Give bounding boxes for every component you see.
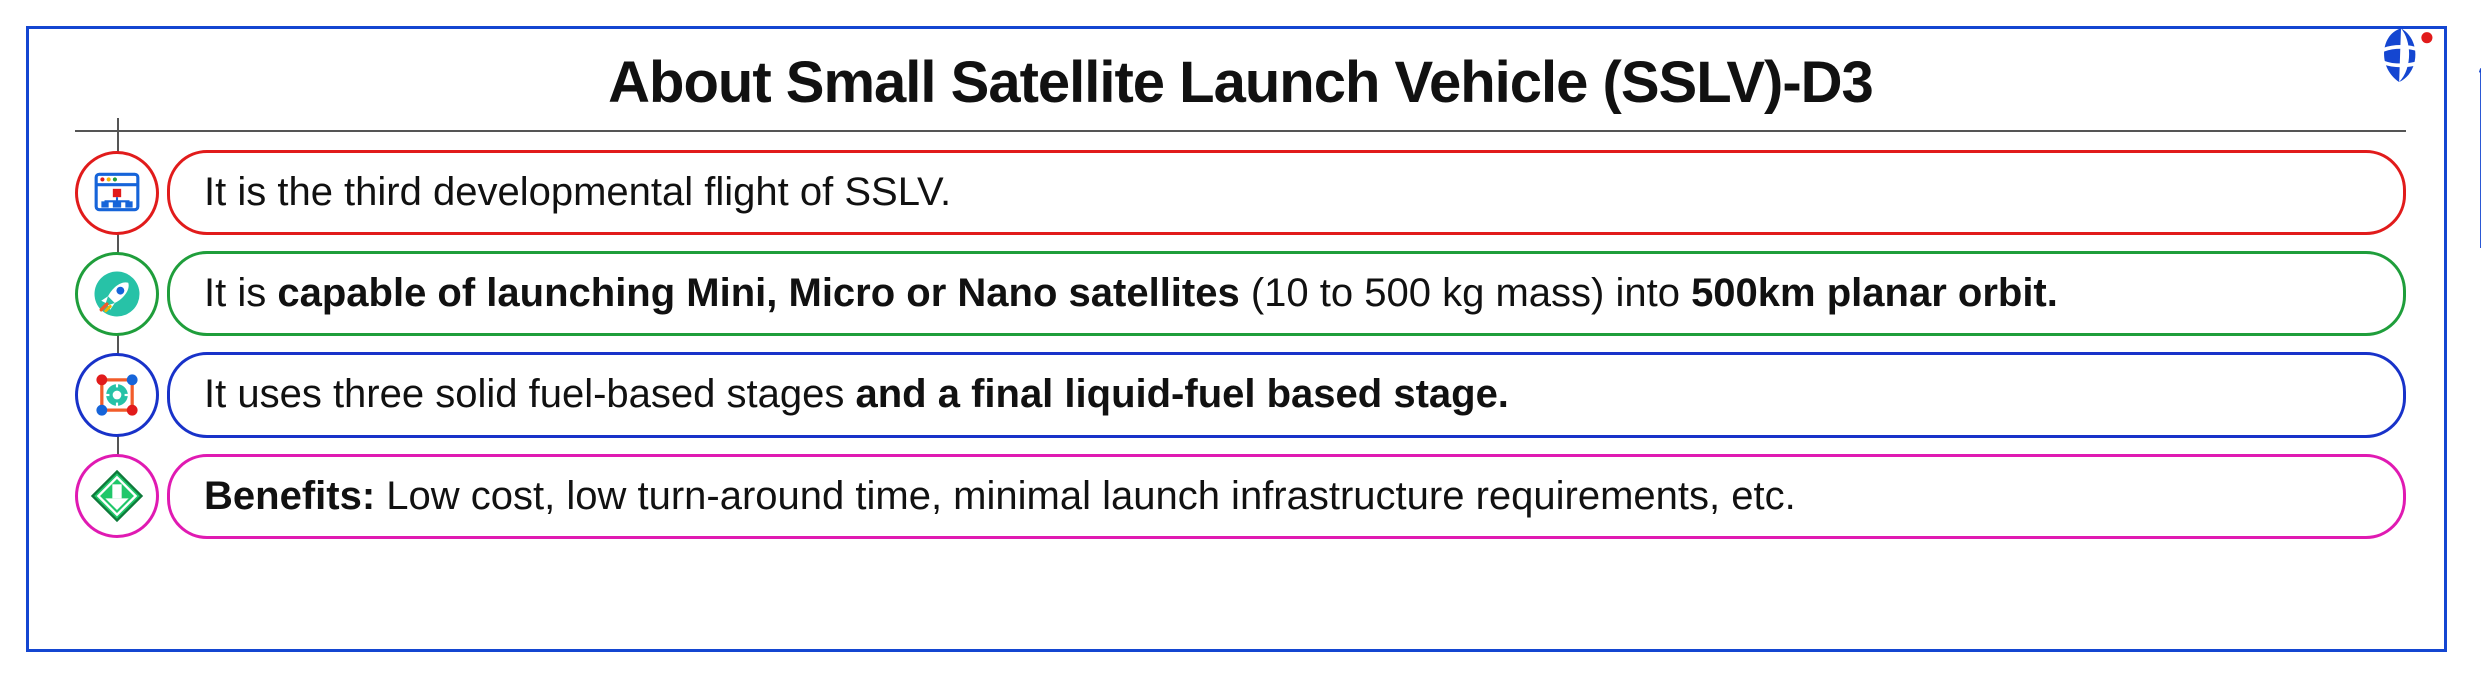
row-text: It uses three solid fuel-based stages an…: [167, 352, 2406, 437]
globe-icon: [2364, 21, 2438, 95]
page-title: About Small Satellite Launch Vehicle (SS…: [75, 49, 2406, 116]
info-row: Benefits: Low cost, low turn-around time…: [141, 454, 2406, 539]
bold-text: capable of launching Mini, Micro or Nano…: [277, 271, 1251, 315]
plain-text: It is: [204, 271, 277, 315]
row-badge: [75, 151, 159, 235]
row-badge: [75, 252, 159, 336]
infographic-frame: About Small Satellite Launch Vehicle (SS…: [26, 26, 2447, 652]
row-badge: [75, 454, 159, 538]
timeline: It is the third developmental flight of …: [75, 132, 2406, 539]
brand-logo: [2364, 21, 2438, 95]
row-text: It is capable of launching Mini, Micro o…: [167, 251, 2406, 336]
bold-text: and a final liquid-fuel based stage.: [855, 372, 1508, 416]
plain-text: (10 to 500 kg mass) into: [1251, 271, 1691, 315]
bold-text: 500km planar orbit.: [1691, 271, 2058, 315]
bold-text: Benefits:: [204, 474, 386, 518]
plain-text: It is the third developmental flight of …: [204, 170, 951, 214]
row-badge: [75, 353, 159, 437]
row-text: Benefits: Low cost, low turn-around time…: [167, 454, 2406, 539]
info-row: It is the third developmental flight of …: [141, 150, 2406, 235]
download-diamond-icon: [89, 468, 145, 524]
row-text: It is the third developmental flight of …: [167, 150, 2406, 235]
browser-chart-icon: [92, 168, 142, 218]
rocket-icon: [90, 267, 144, 321]
info-row: It is capable of launching Mini, Micro o…: [141, 251, 2406, 336]
info-row: It uses three solid fuel-based stages an…: [141, 352, 2406, 437]
plain-text: Low cost, low turn-around time, minimal …: [386, 474, 1795, 518]
plain-text: It uses three solid fuel-based stages: [204, 372, 855, 416]
gear-network-icon: [91, 369, 143, 421]
